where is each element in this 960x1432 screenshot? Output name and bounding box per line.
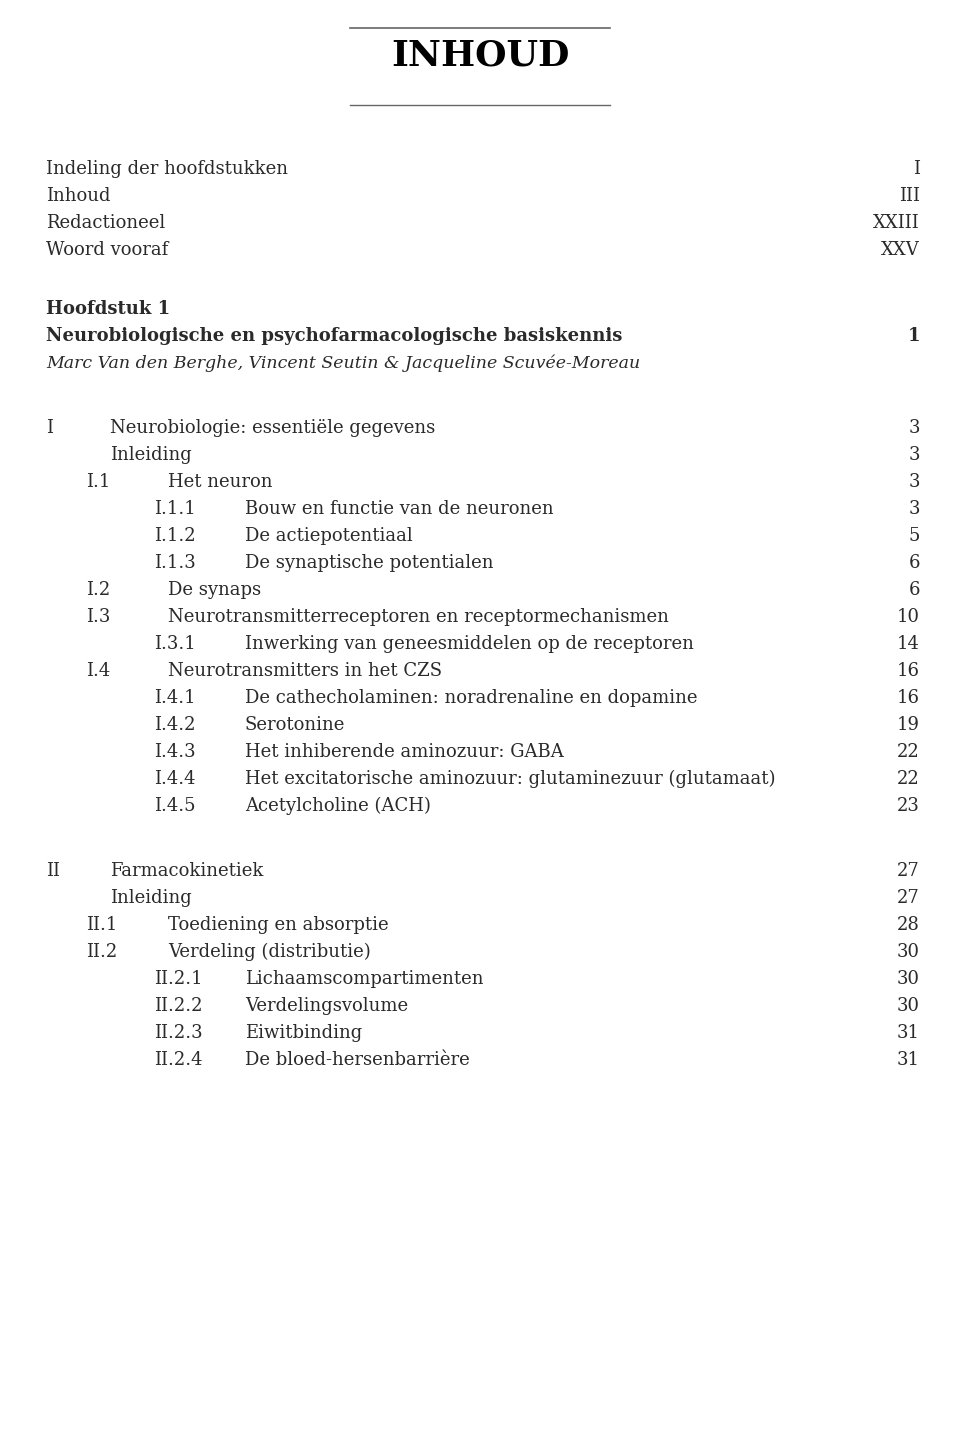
Text: 27: 27: [898, 862, 920, 881]
Text: II.2.1: II.2.1: [154, 969, 203, 988]
Text: De synaptische potentialen: De synaptische potentialen: [245, 554, 493, 573]
Text: Woord vooraf: Woord vooraf: [46, 241, 168, 259]
Text: De synaps: De synaps: [168, 581, 261, 599]
Text: De actiepotentiaal: De actiepotentiaal: [245, 527, 413, 546]
Text: INHOUD: INHOUD: [391, 39, 569, 72]
Text: I.1.3: I.1.3: [154, 554, 195, 573]
Text: 1: 1: [907, 328, 920, 345]
Text: I.4: I.4: [86, 662, 110, 680]
Text: 3: 3: [908, 420, 920, 437]
Text: 3: 3: [908, 500, 920, 518]
Text: Serotonine: Serotonine: [245, 716, 346, 735]
Text: Het excitatorische aminozuur: glutaminezuur (glutamaat): Het excitatorische aminozuur: glutaminez…: [245, 770, 776, 789]
Text: 19: 19: [897, 716, 920, 735]
Text: Lichaamscompartimenten: Lichaamscompartimenten: [245, 969, 483, 988]
Text: 28: 28: [898, 916, 920, 934]
Text: 6: 6: [908, 581, 920, 599]
Text: Inleiding: Inleiding: [110, 447, 192, 464]
Text: I.4.5: I.4.5: [154, 798, 195, 815]
Text: 22: 22: [898, 770, 920, 788]
Text: 14: 14: [898, 636, 920, 653]
Text: 10: 10: [897, 609, 920, 626]
Text: Marc Van den Berghe, Vincent Seutin & Jacqueline Scuvée-Moreau: Marc Van den Berghe, Vincent Seutin & Ja…: [46, 354, 640, 372]
Text: Neurotransmitters in het CZS: Neurotransmitters in het CZS: [168, 662, 443, 680]
Text: Acetylcholine (ACH): Acetylcholine (ACH): [245, 798, 431, 815]
Text: 31: 31: [897, 1024, 920, 1042]
Text: Verdeling (distributie): Verdeling (distributie): [168, 944, 371, 961]
Text: Neurotransmitterreceptoren en receptormechanismen: Neurotransmitterreceptoren en receptorme…: [168, 609, 669, 626]
Text: Neurobiologische en psychofarmacologische basiskennis: Neurobiologische en psychofarmacologisch…: [46, 328, 622, 345]
Text: I.1: I.1: [86, 473, 110, 491]
Text: 22: 22: [898, 743, 920, 762]
Text: 30: 30: [897, 969, 920, 988]
Text: Indeling der hoofdstukken: Indeling der hoofdstukken: [46, 160, 288, 178]
Text: Hoofdstuk 1: Hoofdstuk 1: [46, 301, 170, 318]
Text: 30: 30: [897, 944, 920, 961]
Text: II.2.4: II.2.4: [154, 1051, 203, 1070]
Text: De bloed-hersenbarrière: De bloed-hersenbarrière: [245, 1051, 469, 1070]
Text: I.1.1: I.1.1: [154, 500, 195, 518]
Text: Het neuron: Het neuron: [168, 473, 273, 491]
Text: II.2.2: II.2.2: [154, 997, 203, 1015]
Text: 3: 3: [908, 447, 920, 464]
Text: Redactioneel: Redactioneel: [46, 213, 165, 232]
Text: I.4.2: I.4.2: [154, 716, 195, 735]
Text: Eiwitbinding: Eiwitbinding: [245, 1024, 362, 1042]
Text: I.4.4: I.4.4: [154, 770, 195, 788]
Text: Farmacokinetiek: Farmacokinetiek: [110, 862, 264, 881]
Text: 16: 16: [897, 662, 920, 680]
Text: Inwerking van geneesmiddelen op de receptoren: Inwerking van geneesmiddelen op de recep…: [245, 636, 694, 653]
Text: III: III: [899, 188, 920, 205]
Text: I: I: [46, 420, 53, 437]
Text: 30: 30: [897, 997, 920, 1015]
Text: De cathecholaminen: noradrenaline en dopamine: De cathecholaminen: noradrenaline en dop…: [245, 689, 697, 707]
Text: XXV: XXV: [881, 241, 920, 259]
Text: 6: 6: [908, 554, 920, 573]
Text: II.2.3: II.2.3: [154, 1024, 203, 1042]
Text: I.4.3: I.4.3: [154, 743, 195, 762]
Text: I.1.2: I.1.2: [154, 527, 195, 546]
Text: 16: 16: [897, 689, 920, 707]
Text: Bouw en functie van de neuronen: Bouw en functie van de neuronen: [245, 500, 553, 518]
Text: Inhoud: Inhoud: [46, 188, 110, 205]
Text: I.2: I.2: [86, 581, 110, 599]
Text: 31: 31: [897, 1051, 920, 1070]
Text: 27: 27: [898, 889, 920, 906]
Text: II.2: II.2: [86, 944, 118, 961]
Text: II.1: II.1: [86, 916, 118, 934]
Text: Neurobiologie: essentiële gegevens: Neurobiologie: essentiële gegevens: [110, 420, 436, 437]
Text: I.3: I.3: [86, 609, 110, 626]
Text: II: II: [46, 862, 60, 881]
Text: XXIII: XXIII: [874, 213, 920, 232]
Text: Inleiding: Inleiding: [110, 889, 192, 906]
Text: I: I: [913, 160, 920, 178]
Text: 5: 5: [908, 527, 920, 546]
Text: 3: 3: [908, 473, 920, 491]
Text: Verdelingsvolume: Verdelingsvolume: [245, 997, 408, 1015]
Text: Toediening en absorptie: Toediening en absorptie: [168, 916, 389, 934]
Text: I.3.1: I.3.1: [154, 636, 195, 653]
Text: Het inhiberende aminozuur: GABA: Het inhiberende aminozuur: GABA: [245, 743, 564, 762]
Text: 23: 23: [898, 798, 920, 815]
Text: I.4.1: I.4.1: [154, 689, 195, 707]
